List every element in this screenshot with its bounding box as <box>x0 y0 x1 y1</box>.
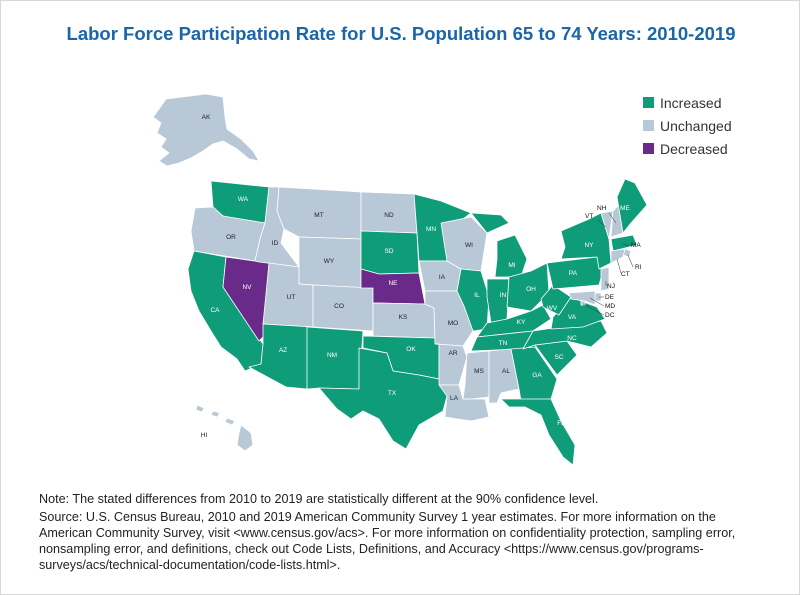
state-tx <box>318 347 448 450</box>
state-label-nd: ND <box>384 212 394 219</box>
states-layer <box>152 93 648 466</box>
state-label-nh: NH <box>597 205 607 212</box>
note-text: Note: The stated differences from 2010 t… <box>39 492 599 506</box>
state-label-co: CO <box>334 303 344 310</box>
legend-swatch-increased <box>643 97 654 108</box>
legend-label-decreased: Decreased <box>660 140 728 157</box>
state-label-mn: MN <box>426 226 436 233</box>
source-text: Source: U.S. Census Bureau, 2010 and 201… <box>39 510 736 572</box>
state-label-ri: RI <box>635 264 642 271</box>
state-label-mo: MO <box>448 320 458 327</box>
state-label-oh: OH <box>526 286 536 293</box>
labels-layer: AK HI WA OR CA NV ID MT WY UT AZ CO NM ND SD NE KS OK TX MN… <box>201 114 631 439</box>
state-label-fl: FL <box>557 420 565 427</box>
state-label-ok: OK <box>406 346 416 353</box>
state-label-vt: VT <box>585 213 593 220</box>
state-label-tx: TX <box>388 390 397 397</box>
state-label-dc: DC <box>605 312 615 319</box>
state-label-or: OR <box>226 234 236 241</box>
state-label-ga: GA <box>532 372 542 379</box>
legend-label-unchanged: Unchanged <box>660 117 732 134</box>
state-label-la: LA <box>450 395 459 402</box>
callouts-layer: VT NH MA RI CT NJ DE MD DC <box>582 205 642 319</box>
state-label-ca: CA <box>210 307 220 314</box>
state-label-hi: HI <box>201 432 208 439</box>
state-label-de: DE <box>605 294 615 301</box>
state-label-md: MD <box>605 303 615 310</box>
state-md <box>568 290 596 306</box>
state-ak <box>152 93 260 167</box>
us-state-map: AK HI WA OR CA NV ID MT WY UT AZ CO NM ND SD NE KS OK TX MN… <box>152 93 648 466</box>
legend-item-decreased: Decreased <box>643 137 732 160</box>
state-label-az: AZ <box>279 347 287 354</box>
legend-swatch-unchanged <box>643 120 654 131</box>
callout-line-ri <box>627 254 634 268</box>
state-label-wi: WI <box>465 242 473 249</box>
callout-line-vt <box>597 219 607 228</box>
state-in <box>486 278 510 324</box>
state-nc <box>522 320 608 350</box>
state-label-il: IL <box>474 292 480 299</box>
legend-swatch-decreased <box>643 143 654 154</box>
state-label-al: AL <box>502 368 510 375</box>
state-label-me: ME <box>620 205 630 212</box>
callout-line-ma <box>622 243 630 247</box>
state-fl <box>500 398 576 466</box>
state-ms <box>462 350 490 400</box>
state-label-ms: MS <box>474 368 484 375</box>
state-label-wa: WA <box>238 196 249 203</box>
callout-line-ct <box>616 258 622 274</box>
state-label-ia: IA <box>439 274 446 281</box>
state-label-ne: NE <box>388 280 398 287</box>
state-label-ar: AR <box>448 350 457 357</box>
state-label-pa: PA <box>569 270 578 277</box>
legend-item-increased: Increased <box>643 91 732 114</box>
state-label-va: VA <box>568 314 577 321</box>
state-label-ny: NY <box>584 242 594 249</box>
legend-label-increased: Increased <box>660 94 722 111</box>
callout-line-nh <box>608 212 617 224</box>
state-label-mt: MT <box>314 212 323 219</box>
state-label-ak: AK <box>202 114 211 121</box>
state-il <box>456 268 490 332</box>
state-hi <box>195 404 254 452</box>
state-me <box>616 178 648 234</box>
state-label-ky: KY <box>517 319 526 326</box>
legend-item-unchanged: Unchanged <box>643 114 732 137</box>
legend: Increased Unchanged Decreased <box>643 91 732 160</box>
state-ma <box>610 234 638 252</box>
state-label-wy: WY <box>324 258 335 265</box>
state-label-in: IN <box>500 292 507 299</box>
state-label-ct: CT <box>621 271 630 278</box>
callout-line-dc <box>582 303 605 316</box>
state-label-wv: WV <box>547 305 558 312</box>
state-label-id: ID <box>272 240 279 247</box>
state-ct <box>610 248 626 264</box>
state-ny <box>560 212 612 270</box>
state-label-ks: KS <box>399 314 408 321</box>
notes: Note: The stated differences from 2010 t… <box>39 491 769 575</box>
map-title: Labor Force Participation Rate for U.S. … <box>66 23 736 44</box>
state-dc <box>580 300 586 306</box>
callout-line-md <box>589 297 605 307</box>
state-label-tn: TN <box>499 340 508 347</box>
state-label-ma: MA <box>631 242 641 249</box>
state-label-ut: UT <box>287 294 296 301</box>
state-label-nm: NM <box>327 352 337 359</box>
state-label-nc: NC <box>567 335 577 342</box>
state-label-sd: SD <box>384 248 393 255</box>
state-la <box>438 384 490 422</box>
state-label-nv: NV <box>242 284 252 291</box>
state-label-nj: NJ <box>607 283 615 290</box>
state-label-mi: MI <box>508 262 515 269</box>
state-nj <box>600 266 610 292</box>
state-label-sc: SC <box>554 354 563 361</box>
